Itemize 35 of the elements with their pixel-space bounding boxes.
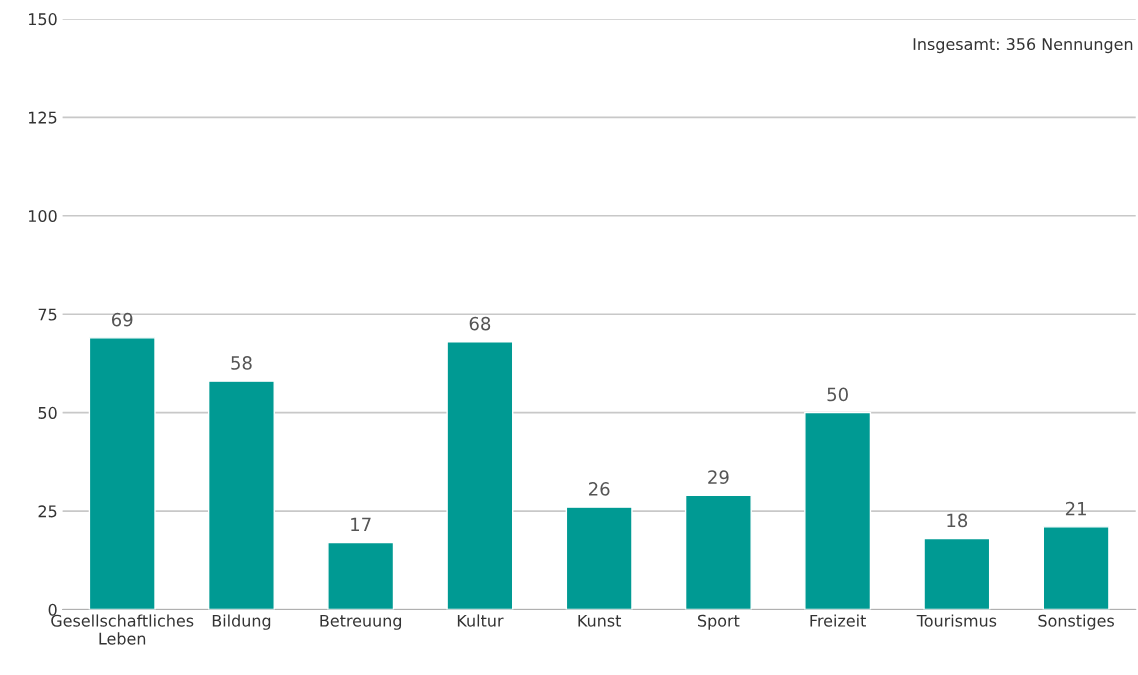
bar	[804, 411, 872, 610]
y-tick-label: 125	[29, 111, 57, 124]
data-label: 26	[588, 482, 610, 496]
data-label: 58	[231, 356, 252, 370]
y-tick-label: 75	[38, 308, 57, 321]
annotation: Insgesamt: 356 Nennungen	[913, 38, 1133, 54]
data-label: 29	[708, 470, 729, 484]
x-tick-label: Betreuung	[320, 614, 402, 630]
x-tick-label: Sonstiges	[1038, 614, 1114, 630]
data-label: 17	[351, 517, 371, 531]
bar	[327, 541, 395, 610]
y-tick-label: 100	[29, 209, 57, 223]
bar	[1042, 526, 1110, 610]
y-tick-label: 50	[38, 406, 57, 419]
x-tick-label: Freizeit	[810, 614, 866, 627]
bar	[446, 341, 514, 610]
bar	[565, 506, 633, 610]
data-label: 18	[947, 513, 968, 528]
y-tick-label: 0	[48, 603, 57, 616]
x-tick-label: Sport	[698, 614, 740, 630]
x-tick-label: Tourismus	[916, 614, 997, 627]
y-tick-label: 150	[29, 13, 57, 26]
y-tick-label: 25	[38, 505, 57, 518]
x-tick-label: Gesellschaftliches Leben	[51, 614, 194, 645]
data-label: 68	[469, 316, 491, 331]
bar	[207, 380, 275, 610]
data-label: 50	[827, 387, 848, 402]
bar	[923, 537, 991, 610]
bar	[684, 494, 752, 610]
x-tick-label: Bildung	[212, 614, 271, 630]
x-tick-label: Kunst	[578, 614, 622, 627]
data-label: 21	[1065, 501, 1086, 516]
data-label: 69	[111, 312, 133, 327]
x-tick-label: Kultur	[457, 614, 504, 627]
bar	[88, 337, 156, 610]
